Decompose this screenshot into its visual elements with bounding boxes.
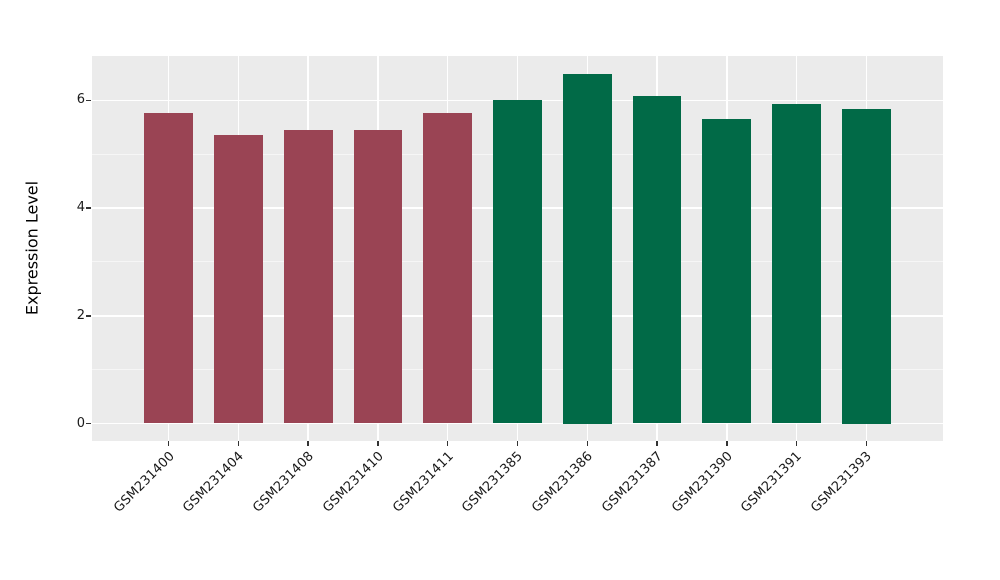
- plot-panel: [92, 56, 943, 441]
- x-tick-mark: [377, 441, 379, 446]
- x-tick-label-text: GSM231404: [180, 449, 248, 516]
- x-tick-label-text: GSM231390: [668, 449, 736, 516]
- x-tick-label-text: GSM231387: [599, 449, 666, 516]
- bar-GSM231387: [632, 96, 682, 424]
- y-tick-mark: [86, 422, 91, 425]
- x-tick-mark: [167, 441, 170, 446]
- bar-GSM231391: [772, 104, 821, 424]
- bar-GSM231393: [841, 108, 891, 424]
- x-tick-label-text: GSM231386: [529, 449, 596, 516]
- y-tick-label: 4: [76, 200, 85, 216]
- y-tick-mark: [86, 99, 91, 102]
- x-tick-mark: [795, 441, 798, 446]
- y-tick-mark: [86, 315, 91, 317]
- x-tick-mark: [726, 441, 728, 446]
- x-tick-mark: [656, 441, 658, 446]
- bar-GSM231404: [214, 135, 263, 424]
- y-tick-label: 6: [76, 92, 85, 108]
- x-tick-mark: [516, 441, 519, 446]
- y-axis-title: Expression Level: [22, 180, 42, 316]
- bar-GSM231410: [353, 130, 403, 424]
- bar-GSM231385: [493, 99, 542, 424]
- bar-GSM231386: [562, 73, 612, 424]
- x-tick-mark: [865, 441, 868, 446]
- x-tick-mark: [307, 441, 309, 446]
- bar-GSM231411: [423, 112, 473, 424]
- x-tick-label-text: GSM231393: [808, 449, 875, 516]
- x-tick-mark: [237, 441, 240, 446]
- x-tick-label-text: GSM231385: [459, 449, 527, 516]
- y-tick-label: 0: [76, 415, 85, 431]
- x-tick-label-text: GSM231400: [110, 449, 178, 516]
- x-tick-mark: [446, 441, 449, 446]
- x-tick-label-text: GSM231410: [320, 449, 387, 516]
- bar-GSM231408: [283, 130, 333, 424]
- x-tick-label-text: GSM231391: [738, 449, 806, 516]
- y-tick-mark: [86, 207, 91, 209]
- x-tick-label-text: GSM231408: [250, 449, 317, 516]
- bar-GSM231390: [702, 119, 752, 424]
- x-tick-label-text: GSM231411: [389, 449, 457, 516]
- x-tick-mark: [586, 441, 588, 446]
- bar-GSM231400: [144, 112, 194, 424]
- y-tick-label: 2: [76, 307, 85, 323]
